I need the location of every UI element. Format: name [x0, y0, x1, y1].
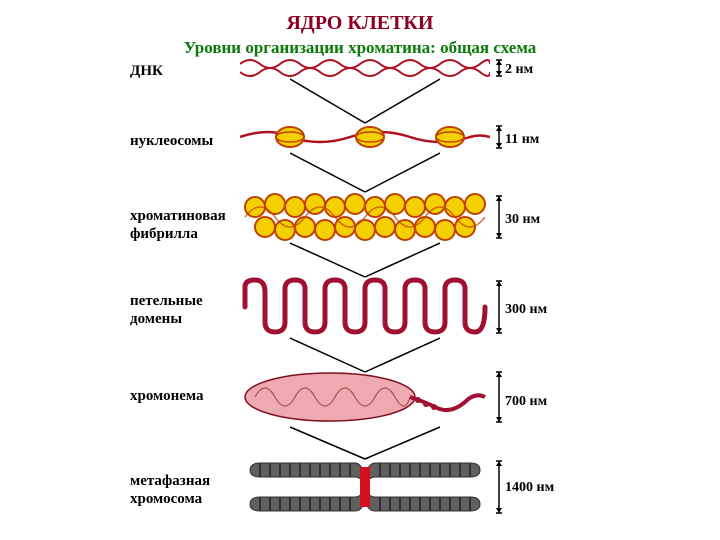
size-label-dna: 2 нм: [505, 62, 533, 78]
page-subtitle: Уровни организации хроматина: общая схем…: [0, 38, 720, 58]
level-label-chromosome: метафазная хромосома: [130, 472, 210, 508]
chromosome-graphic: [240, 457, 490, 517]
size-bracket-0: [494, 58, 504, 78]
size-label-chromonema: 700 нм: [505, 394, 547, 410]
page-title: ЯДРО КЛЕТКИ: [0, 12, 720, 35]
size-label-chromosome: 1400 нм: [505, 480, 554, 496]
level-label-fibril: хроматиновая фибрилла: [130, 207, 226, 243]
size-label-loops: 300 нм: [505, 302, 547, 318]
level-label-chromonema: хромонема: [130, 387, 204, 405]
connector-0-1: [290, 76, 440, 126]
level-label-nucleosomes: нуклеосомы: [130, 132, 213, 150]
size-bracket-1: [494, 124, 504, 150]
size-label-fibril: 30 нм: [505, 212, 540, 228]
dna-helix-graphic: [240, 58, 490, 78]
connector-2-3: [290, 240, 440, 280]
loops-graphic: [240, 277, 490, 337]
size-bracket-4: [494, 370, 504, 424]
chromonema-graphic: [240, 367, 490, 427]
nucleosomes-graphic: [240, 122, 490, 152]
size-bracket-3: [494, 279, 504, 335]
size-label-nucleosomes: 11 нм: [505, 132, 539, 148]
size-bracket-5: [494, 459, 504, 515]
connector-1-2: [290, 150, 440, 195]
level-label-dna: ДНК: [130, 62, 163, 80]
chromatin-diagram: ДНК 2 нм нуклеосомы 11 нм хром: [130, 62, 590, 532]
fibril-graphic: [240, 192, 490, 242]
level-label-loops: петельные домены: [130, 292, 203, 328]
size-bracket-2: [494, 194, 504, 240]
